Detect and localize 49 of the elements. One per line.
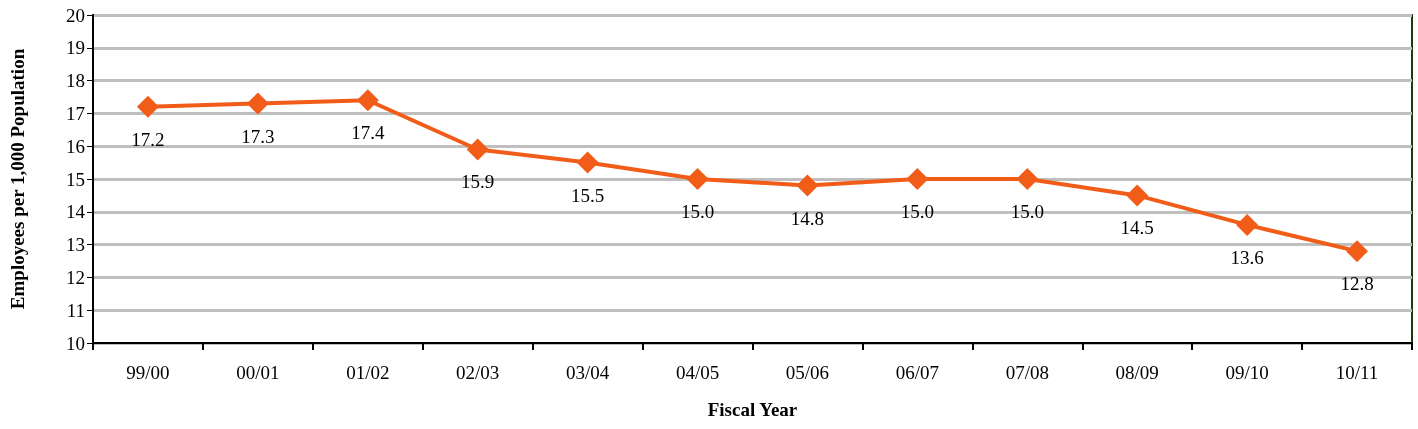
point [686,168,709,190]
y-tick-label: 12 [66,266,85,288]
y-tick-label: 16 [66,135,85,157]
y-tick-label: 15 [66,168,85,190]
point [1126,184,1149,207]
x-tick-label: 08/09 [1115,362,1159,383]
x-tick-label: 09/10 [1225,362,1269,383]
point [1236,213,1259,236]
x-tick-label: 02/03 [456,362,500,383]
y-tick-label: 19 [66,37,85,59]
data-label: 15.5 [571,184,605,206]
point [796,174,819,197]
x-tick-label: 10/11 [1335,362,1379,383]
x-tick-label: 99/00 [126,362,170,383]
y-tick-label: 14 [66,201,86,223]
y-tick-label: 17 [66,102,85,124]
x-tick-label: 05/06 [785,362,830,383]
data-label: 15.0 [680,201,715,222]
x-tick-label: 04/05 [675,362,720,383]
y-tick-label: 20 [66,4,85,26]
point [1016,168,1039,190]
y-tick-label: 13 [66,234,85,256]
data-label: 13.6 [1230,246,1264,268]
data-label: 14.5 [1120,217,1154,239]
x-tick-label: 01/02 [346,362,390,383]
point [136,95,159,118]
data-label: 12.8 [1340,273,1374,295]
point [1346,240,1369,263]
x-tick-label: 00/01 [236,362,280,383]
x-axis-title: Fiscal Year [707,399,798,420]
point [356,89,379,112]
x-tick-label: 07/08 [1005,362,1049,383]
data-label: 17.2 [131,128,165,150]
data-label: 14.8 [790,207,825,229]
point [906,168,929,190]
y-tick-label: 11 [66,299,85,321]
data-label: 17.3 [241,125,275,147]
y-tick-label: 18 [66,70,85,92]
data-label: 17.4 [351,122,385,144]
point [576,151,599,174]
data-label: 15.0 [1010,201,1044,222]
x-tick-label: 06/07 [895,362,940,383]
x-tick-label: 03/04 [565,362,610,383]
y-axis-title: Employees per 1,000 Population [7,48,28,310]
data-label: 15.0 [900,201,934,222]
point [466,138,489,161]
point [246,92,269,115]
y-tick-label: 10 [66,332,85,354]
data-label: 15.9 [461,171,495,193]
